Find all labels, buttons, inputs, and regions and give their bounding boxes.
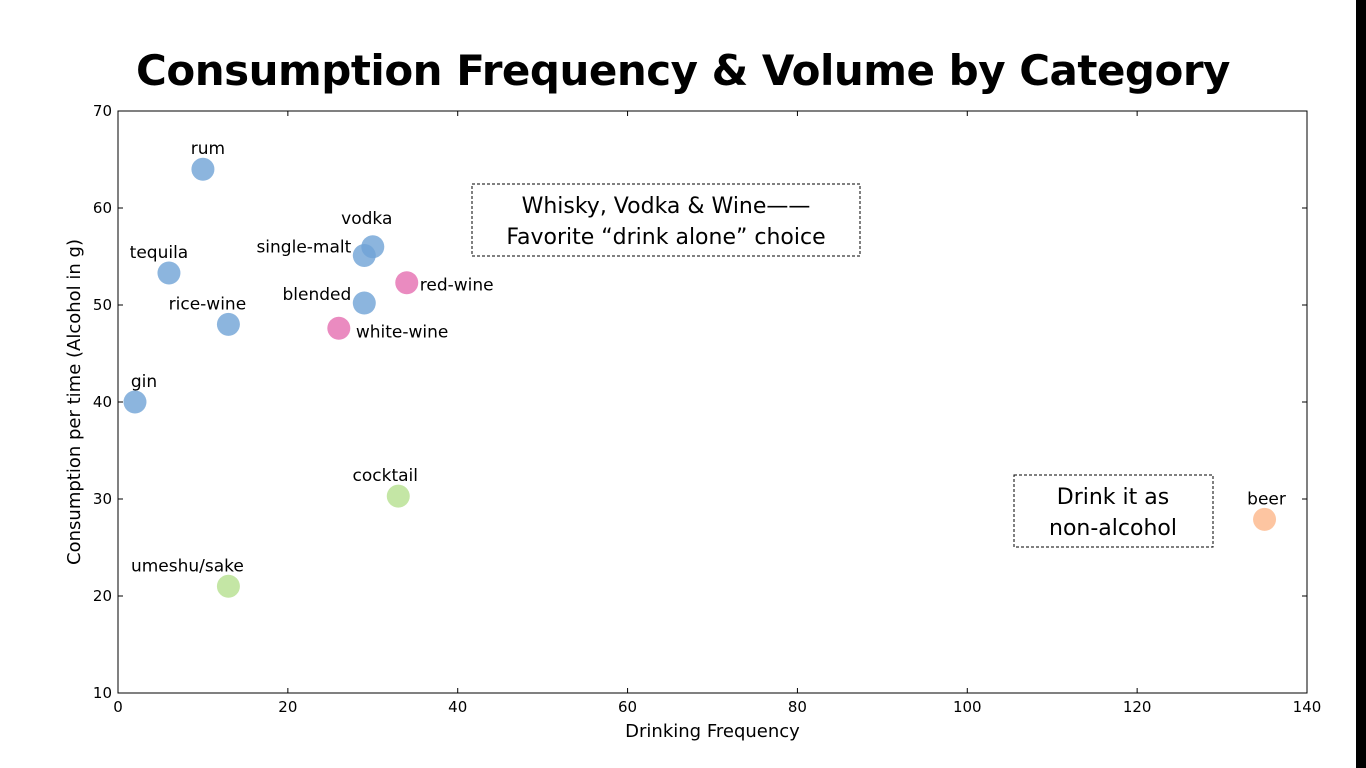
point-gin: [123, 390, 147, 414]
point-red-wine: [395, 271, 419, 295]
point-single-malt: [352, 244, 376, 268]
point-label: gin: [131, 372, 157, 392]
point-beer: [1253, 507, 1277, 531]
x-tick-label: 120: [1123, 698, 1152, 716]
point-label: tequila: [130, 243, 189, 263]
annotation-box: [1013, 474, 1214, 548]
slide-title: Consumption Frequency & Volume by Catego…: [136, 46, 1230, 95]
point-blended: [352, 291, 376, 315]
point-label: white-wine: [356, 322, 449, 342]
x-tick-label: 80: [788, 698, 807, 716]
annotation-text: non-alcohol: [1049, 516, 1177, 541]
y-tick-label: 10: [93, 684, 112, 702]
y-tick-label: 20: [93, 587, 112, 605]
point-label: cocktail: [353, 466, 418, 486]
point-cocktail: [386, 484, 410, 508]
slide-edge-bar: [1356, 0, 1366, 768]
point-tequila: [157, 261, 181, 285]
x-tick-label: 40: [448, 698, 467, 716]
point-label: red-wine: [420, 276, 494, 296]
point-label: rum: [191, 139, 225, 159]
annotation-box: [471, 183, 861, 257]
y-tick-label: 30: [93, 490, 112, 508]
x-tick-label: 20: [278, 698, 297, 716]
x-tick-label: 140: [1293, 698, 1322, 716]
x-tick-label: 60: [618, 698, 637, 716]
point-label: single-malt: [256, 238, 351, 258]
point-rice-wine: [216, 312, 240, 336]
x-tick-label: 0: [113, 698, 123, 716]
point-white-wine: [327, 316, 351, 340]
y-tick-label: 60: [93, 199, 112, 217]
point-label: vodka: [341, 209, 392, 229]
x-axis-label: Drinking Frequency: [625, 721, 800, 742]
y-axis-label: Consumption per time (Alcohol in g): [64, 239, 85, 565]
point-umeshu-sake: [216, 574, 240, 598]
point-label: umeshu/sake: [131, 556, 244, 576]
y-tick-label: 40: [93, 393, 112, 411]
y-tick-label: 50: [93, 296, 112, 314]
point-label: beer: [1247, 489, 1286, 509]
x-tick-label: 100: [953, 698, 982, 716]
y-tick-label: 70: [93, 102, 112, 120]
annotation-text: Favorite “drink alone” choice: [506, 225, 825, 250]
point-rum: [191, 157, 215, 181]
annotation-text: Drink it as: [1057, 485, 1169, 510]
point-label: blended: [282, 285, 351, 305]
annotation-text: Whisky, Vodka & Wine——: [522, 194, 811, 219]
point-label: rice-wine: [169, 294, 247, 314]
